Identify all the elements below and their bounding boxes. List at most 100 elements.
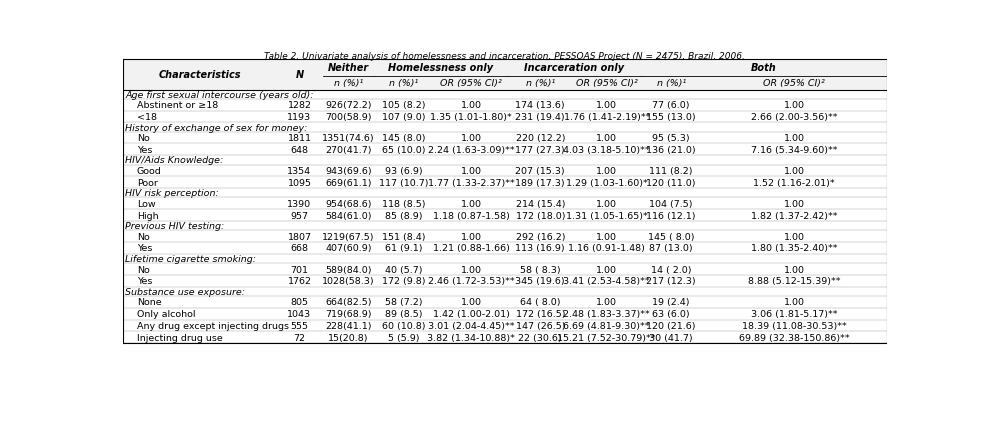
Text: Only alcohol: Only alcohol [137, 310, 195, 318]
Text: 1762: 1762 [288, 276, 311, 286]
Text: Any drug except injecting drugs: Any drug except injecting drugs [137, 321, 289, 330]
Text: 270(41.7): 270(41.7) [325, 145, 371, 154]
Text: High: High [137, 211, 159, 220]
Text: 1.16 (0.91-1.48): 1.16 (0.91-1.48) [568, 244, 645, 253]
Text: 1.76 (1.41-2.19)**: 1.76 (1.41-2.19)** [563, 113, 650, 122]
Text: N: N [296, 70, 303, 80]
Text: 1351(74.6): 1351(74.6) [322, 134, 374, 143]
Text: 926(72.2): 926(72.2) [325, 101, 371, 110]
Text: 220 (12.2): 220 (12.2) [515, 134, 565, 143]
Text: 3.01 (2.04-4.45)**: 3.01 (2.04-4.45)** [427, 321, 514, 330]
Text: 120 (11.0): 120 (11.0) [646, 178, 696, 187]
Text: 58 (7.2): 58 (7.2) [385, 298, 423, 307]
Text: 145 ( 8.0): 145 ( 8.0) [648, 232, 694, 241]
Text: 2.24 (1.63-3.09)**: 2.24 (1.63-3.09)** [427, 145, 514, 154]
Text: 1.00: 1.00 [784, 166, 805, 175]
Text: History of exchange of sex for money:: History of exchange of sex for money: [125, 123, 307, 132]
Text: 113 (16.9): 113 (16.9) [515, 244, 565, 253]
Text: 1.80 (1.35-2.40)**: 1.80 (1.35-2.40)** [751, 244, 837, 253]
Text: Abstinent or ≥18: Abstinent or ≥18 [137, 101, 218, 110]
Text: 664(82.5): 664(82.5) [325, 298, 371, 307]
Text: 1811: 1811 [288, 134, 311, 143]
Text: 214 (15.4): 214 (15.4) [515, 200, 565, 208]
Text: Table 2. Univariate analysis of homelessness and incarceration, PESSOAS Project : Table 2. Univariate analysis of homeless… [264, 52, 746, 61]
Text: 107 (9.0): 107 (9.0) [382, 113, 426, 122]
Text: No: No [137, 232, 150, 241]
Text: Yes: Yes [137, 244, 153, 253]
Text: 63 (6.0): 63 (6.0) [652, 310, 690, 318]
Text: 701: 701 [291, 265, 308, 274]
Text: 584(61.0): 584(61.0) [325, 211, 371, 220]
Text: 19 (2.4): 19 (2.4) [652, 298, 690, 307]
Text: Good: Good [137, 166, 162, 175]
Text: 30 (41.7): 30 (41.7) [649, 333, 693, 342]
Text: Injecting drug use: Injecting drug use [137, 333, 223, 342]
Text: OR (95% CI)²: OR (95% CI)² [763, 79, 825, 88]
Text: 1.21 (0.88-1.66): 1.21 (0.88-1.66) [432, 244, 509, 253]
Text: 136 (21.0): 136 (21.0) [646, 145, 696, 154]
Text: Poor: Poor [137, 178, 158, 187]
Text: 669(61.1): 669(61.1) [325, 178, 371, 187]
Text: None: None [137, 298, 162, 307]
Text: 1.00: 1.00 [596, 101, 618, 110]
Text: 116 (12.1): 116 (12.1) [646, 211, 696, 220]
Text: 1.35 (1.01-1.80)*: 1.35 (1.01-1.80)* [430, 113, 512, 122]
Text: 231 (19.4): 231 (19.4) [515, 113, 565, 122]
Text: 1.00: 1.00 [461, 265, 482, 274]
Text: 1.82 (1.37-2.42)**: 1.82 (1.37-2.42)** [751, 211, 837, 220]
Text: 292 (16.2): 292 (16.2) [515, 232, 565, 241]
Text: n (%)¹: n (%)¹ [389, 79, 419, 88]
Text: 719(68.9): 719(68.9) [325, 310, 371, 318]
Text: OR (95% CI)²: OR (95% CI)² [440, 79, 502, 88]
Text: 117 (10.7): 117 (10.7) [379, 178, 428, 187]
Text: No: No [137, 134, 150, 143]
Text: Substance use exposure:: Substance use exposure: [125, 287, 245, 296]
Text: 1.00: 1.00 [596, 265, 618, 274]
Text: 805: 805 [291, 298, 308, 307]
Text: 1.00: 1.00 [596, 232, 618, 241]
Text: 118 (8.5): 118 (8.5) [382, 200, 426, 208]
Text: 189 (17.3): 189 (17.3) [515, 178, 565, 187]
Text: 2.66 (2.00-3.56)**: 2.66 (2.00-3.56)** [751, 113, 837, 122]
Text: 217 (12.3): 217 (12.3) [646, 276, 696, 286]
Text: 1.00: 1.00 [784, 101, 805, 110]
Text: 111 (8.2): 111 (8.2) [649, 166, 693, 175]
Text: 93 (6.9): 93 (6.9) [385, 166, 423, 175]
Bar [123, 60, 886, 90]
Text: 1219(67.5): 1219(67.5) [322, 232, 374, 241]
Text: 64 ( 8.0): 64 ( 8.0) [520, 298, 560, 307]
Text: 1.00: 1.00 [461, 298, 482, 307]
Text: 407(60.9): 407(60.9) [325, 244, 371, 253]
Text: 1.00: 1.00 [461, 232, 482, 241]
Text: Yes: Yes [137, 145, 153, 154]
Text: 6.69 (4.81-9.30)**: 6.69 (4.81-9.30)** [563, 321, 650, 330]
Text: 40 (5.7): 40 (5.7) [385, 265, 423, 274]
Text: Yes: Yes [137, 276, 153, 286]
Text: 5 (5.9): 5 (5.9) [388, 333, 420, 342]
Text: Homelessness only: Homelessness only [388, 63, 493, 73]
Text: 2.48 (1.83-3.37)**: 2.48 (1.83-3.37)** [563, 310, 650, 318]
Text: 14 ( 2.0): 14 ( 2.0) [651, 265, 691, 274]
Text: 3.82 (1.34-10.88)*: 3.82 (1.34-10.88)* [427, 333, 515, 342]
Text: 145 (8.0): 145 (8.0) [382, 134, 426, 143]
Text: 3.41 (2.53-4.58)**: 3.41 (2.53-4.58)** [563, 276, 650, 286]
Text: 1.00: 1.00 [596, 134, 618, 143]
Text: 648: 648 [291, 145, 308, 154]
Text: 1.00: 1.00 [596, 298, 618, 307]
Text: 1095: 1095 [288, 178, 311, 187]
Text: 8.88 (5.12-15.39)**: 8.88 (5.12-15.39)** [748, 276, 840, 286]
Text: 700(58.9): 700(58.9) [325, 113, 371, 122]
Text: 95 (5.3): 95 (5.3) [652, 134, 690, 143]
Text: 1.00: 1.00 [784, 134, 805, 143]
Text: 1.00: 1.00 [784, 265, 805, 274]
Text: 1.42 (1.00-2.01): 1.42 (1.00-2.01) [432, 310, 509, 318]
Text: 1.00: 1.00 [461, 166, 482, 175]
Text: 1.00: 1.00 [784, 200, 805, 208]
Text: 105 (8.2): 105 (8.2) [382, 101, 426, 110]
Text: 957: 957 [291, 211, 308, 220]
Text: 147 (26.5): 147 (26.5) [515, 321, 565, 330]
Text: 177 (27.3): 177 (27.3) [515, 145, 565, 154]
Text: 1.18 (0.87-1.58): 1.18 (0.87-1.58) [432, 211, 509, 220]
Text: 58 ( 8.3): 58 ( 8.3) [520, 265, 560, 274]
Text: 1043: 1043 [288, 310, 311, 318]
